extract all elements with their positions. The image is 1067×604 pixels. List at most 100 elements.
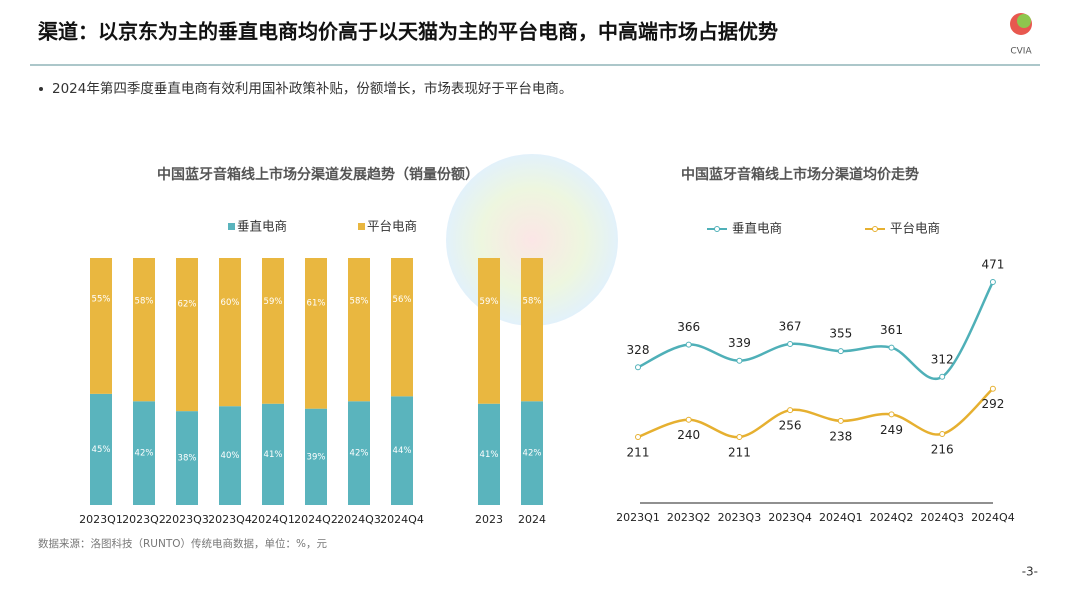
data-label: 39%	[307, 452, 326, 462]
point	[837, 417, 844, 424]
legend-marker	[714, 226, 720, 232]
source-note: 数据来源：洛图科技（RUNTO）传统电商数据，单位：%，元	[38, 537, 327, 550]
bar-segment	[133, 258, 155, 402]
data-label: 40%	[221, 451, 240, 461]
chart-title: 中国蓝牙音箱线上市场分渠道均价走势	[681, 166, 919, 183]
x-tick-label: 2024Q3	[920, 511, 964, 524]
bar-segment	[90, 393, 112, 505]
data-label: 42%	[350, 449, 369, 459]
x-tick-label: 2023Q2	[667, 511, 711, 524]
legend-swatch	[228, 223, 235, 230]
x-tick-label: 2024Q2	[294, 513, 338, 526]
bar-segment	[90, 258, 112, 394]
point	[685, 416, 692, 423]
page-number: -3-	[1022, 565, 1038, 579]
point	[685, 341, 692, 348]
chart-title: 中国蓝牙音箱线上市场分渠道发展趋势（销量份额）	[157, 166, 479, 183]
bar-segment	[348, 401, 370, 505]
point	[837, 348, 844, 355]
point	[989, 385, 996, 392]
data-label: 328	[627, 343, 650, 357]
point	[736, 357, 743, 364]
data-label: 249	[880, 423, 903, 437]
bar-segment	[305, 258, 327, 409]
legend-swatch	[358, 223, 365, 230]
data-label: 240	[677, 428, 700, 442]
bar-segment	[391, 396, 413, 505]
data-label: 58%	[350, 296, 369, 306]
x-tick-label: 2023Q3	[165, 513, 209, 526]
x-tick-label: 2024	[518, 513, 546, 526]
bar-segment	[262, 258, 284, 404]
data-label: 366	[677, 320, 700, 334]
x-tick-label: 2024Q2	[870, 511, 914, 524]
data-label: 42%	[135, 449, 154, 459]
legend-label: 平台电商	[890, 221, 940, 236]
data-label: 45%	[92, 445, 111, 455]
x-tick-label: 2024Q1	[251, 513, 295, 526]
data-label: 471	[981, 258, 1004, 272]
point	[736, 434, 743, 440]
logo-mark	[1017, 14, 1031, 28]
point	[989, 279, 996, 285]
x-tick-label: 2023	[475, 513, 503, 526]
data-label: 38%	[178, 454, 197, 464]
bar-segment	[391, 258, 413, 397]
data-label: 58%	[135, 296, 154, 306]
data-label: 211	[627, 446, 650, 460]
bar-segment	[262, 403, 284, 505]
logo-text: CVIA	[1010, 47, 1032, 57]
legend-label: 垂直电商	[237, 219, 287, 234]
point	[787, 407, 794, 414]
legend-label: 平台电商	[367, 219, 417, 234]
bar-segment	[521, 258, 543, 402]
data-label: 58%	[523, 296, 542, 306]
x-tick-label: 2023Q1	[79, 513, 123, 526]
data-label: 216	[931, 443, 954, 457]
bar-segment	[478, 258, 500, 404]
data-label: 56%	[393, 295, 412, 305]
bar-segment	[348, 258, 370, 402]
data-label: 44%	[393, 446, 412, 456]
point	[939, 431, 946, 438]
bullet-dot	[39, 87, 43, 91]
data-label: 55%	[92, 294, 111, 304]
x-tick-label: 2023Q4	[768, 511, 812, 524]
x-tick-label: 2024Q4	[380, 513, 424, 526]
bar-segment	[219, 258, 241, 407]
data-label: 367	[779, 320, 802, 334]
data-label: 41%	[480, 450, 499, 460]
data-label: 211	[728, 446, 751, 460]
data-label: 60%	[221, 298, 240, 308]
bar-segment	[521, 401, 543, 505]
data-label: 42%	[523, 449, 542, 459]
data-label: 59%	[480, 297, 499, 307]
x-tick-label: 2024Q4	[971, 511, 1015, 524]
x-tick-label: 2024Q3	[337, 513, 381, 526]
data-label: 41%	[264, 450, 283, 460]
bar-segment	[478, 403, 500, 505]
x-tick-label: 2023Q1	[616, 511, 660, 524]
data-label: 292	[981, 397, 1004, 411]
bar-segment	[219, 406, 241, 505]
data-label: 59%	[264, 297, 283, 307]
data-label: 355	[829, 327, 852, 341]
bar-segment	[133, 401, 155, 505]
point	[635, 364, 641, 371]
point	[635, 434, 641, 440]
x-tick-label: 2023Q4	[208, 513, 252, 526]
x-tick-label: 2023Q2	[122, 513, 166, 526]
bar-segment	[305, 408, 327, 505]
legend-marker	[872, 226, 878, 232]
point	[939, 373, 946, 380]
bar-segment	[176, 258, 198, 412]
x-tick-label: 2024Q1	[819, 511, 863, 524]
x-tick-label: 2023Q3	[718, 511, 762, 524]
data-label: 361	[880, 323, 903, 337]
slide-title: 渠道：以京东为主的垂直电商均价高于以天猫为主的平台电商，中高端市场占据优势	[38, 20, 778, 44]
data-label: 61%	[307, 299, 326, 309]
point	[888, 411, 895, 418]
data-label: 62%	[178, 299, 197, 309]
